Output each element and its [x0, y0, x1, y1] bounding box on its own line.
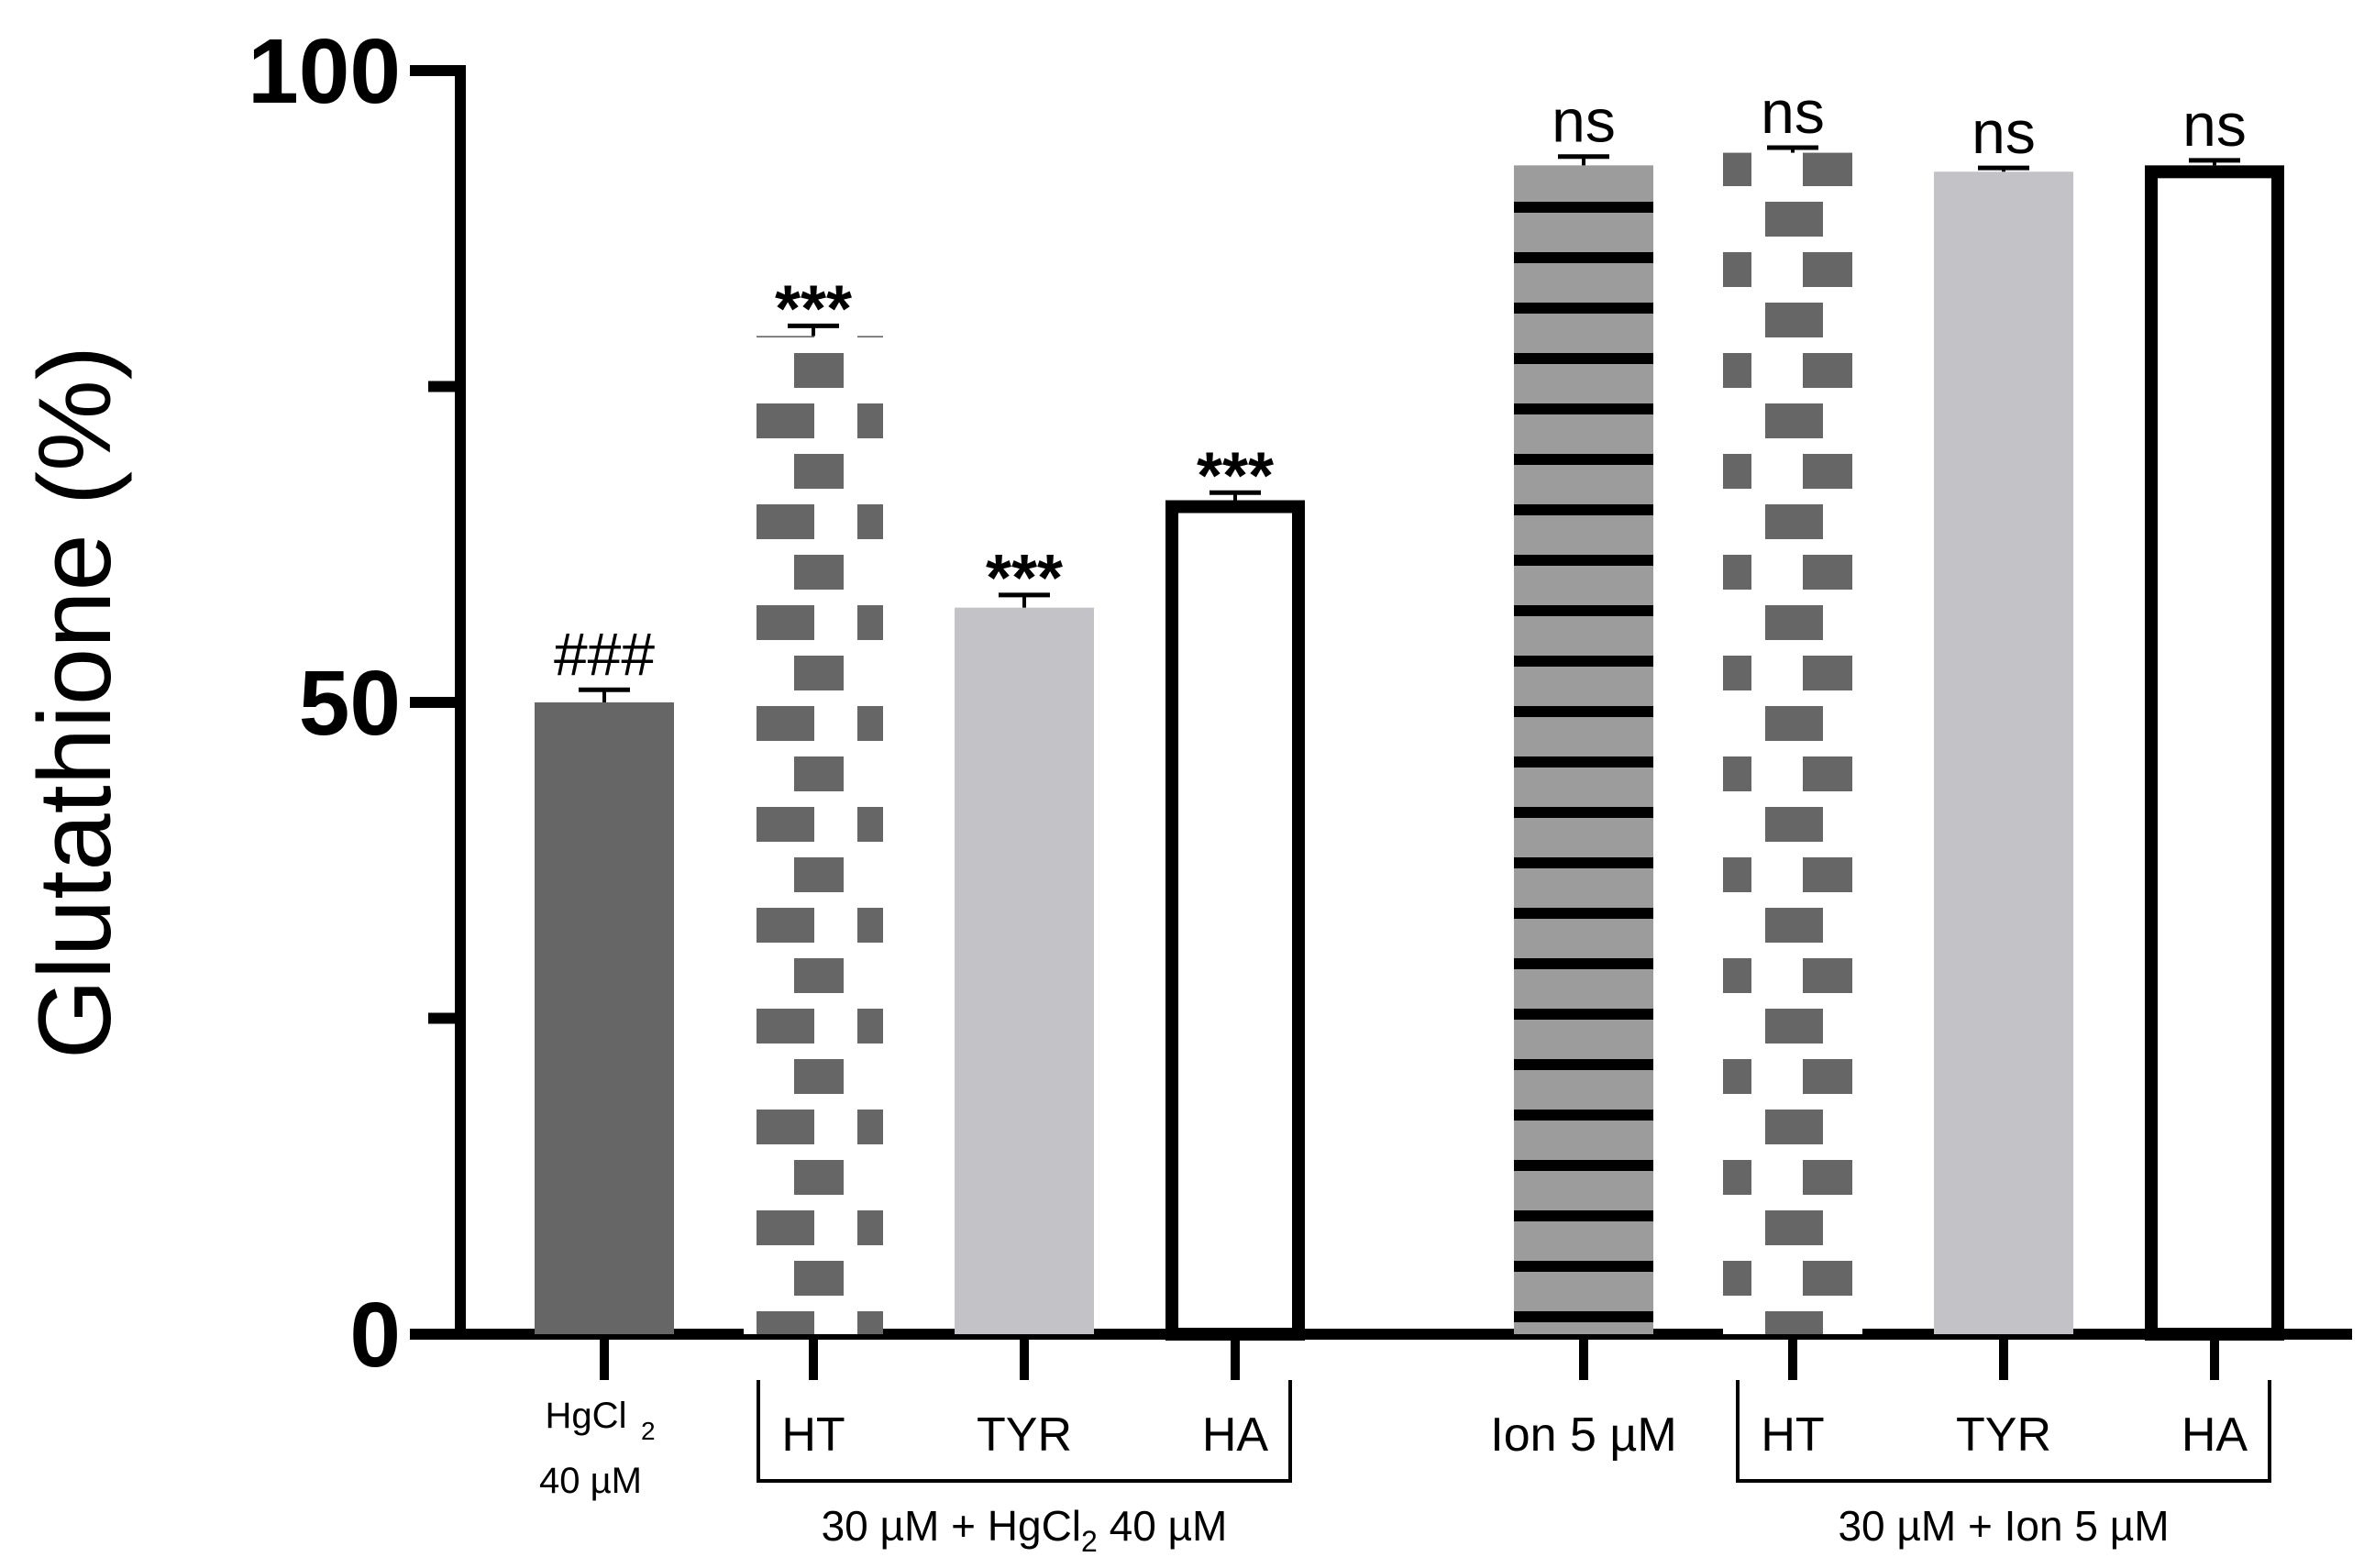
category-label: HA — [2182, 1408, 2248, 1462]
bar — [1165, 500, 1305, 1341]
significance-label: ### — [554, 620, 655, 688]
category-label: HT — [781, 1408, 845, 1462]
bars — [535, 145, 2284, 1342]
bar — [955, 607, 1094, 1334]
group-bracket — [1736, 1380, 2271, 1483]
significance-label: *** — [775, 272, 852, 346]
group-label: 30 µM + Ion 5 µM — [1838, 1502, 2169, 1550]
category-label: HA — [1202, 1408, 1269, 1462]
category-label-subscript: 2 — [641, 1417, 656, 1445]
group-label-subscript: 2 — [1081, 1525, 1098, 1558]
group-label: 30 µM + HgCl2 40 µM — [822, 1502, 1228, 1558]
bar — [1723, 152, 1862, 1334]
category-label: Ion 5 µM — [1490, 1408, 1676, 1462]
group-label-suffix: 40 µM — [1098, 1502, 1228, 1550]
significance-label: *** — [1197, 439, 1274, 513]
significance-label: ns — [1761, 78, 1825, 146]
significance-label: *** — [986, 542, 1063, 615]
y-tick-label: 50 — [299, 652, 401, 755]
significance-label: ns — [1552, 87, 1616, 155]
category-label: HT — [1761, 1408, 1824, 1462]
category-label: 40 µM — [539, 1461, 642, 1501]
bar — [744, 336, 883, 1334]
category-label: TYR — [1956, 1408, 2051, 1462]
bar — [1934, 171, 2073, 1335]
bar — [1514, 165, 1653, 1335]
significance-label: ns — [1972, 98, 2036, 166]
y-tick-label: 100 — [248, 20, 401, 123]
bar — [2145, 165, 2284, 1342]
group-bracket — [757, 1380, 1292, 1483]
y-axis-title: Glutathione (%) — [17, 346, 132, 1059]
y-tick-label: 0 — [349, 1284, 401, 1386]
significance-label: ns — [2182, 91, 2247, 159]
category-label: HgCl — [546, 1396, 627, 1436]
category-label: TYR — [977, 1408, 1072, 1462]
bar — [535, 702, 674, 1334]
